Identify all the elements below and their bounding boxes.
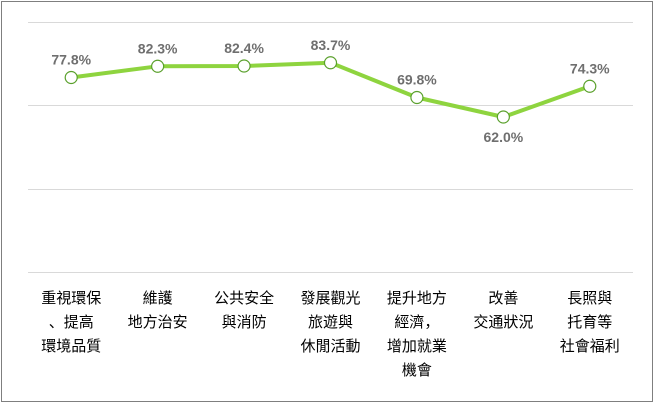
category-label-2-line-1: 與消防 [222,313,267,331]
category-label-2-line-0: 公共安全 [214,289,274,307]
category-label-4-line-3: 機會 [402,361,432,379]
data-point-4 [410,90,424,105]
data-label-6: 74.3% [570,60,610,76]
data-point-0 [64,70,78,85]
data-point-2 [237,59,251,73]
data-point-3 [323,56,338,70]
data-label-1: 82.3% [138,40,178,56]
category-label-3-line-0: 發展觀光 [300,289,360,307]
category-label-4-line-1: 經濟， [394,313,439,331]
category-label-1-line-1: 地方治安 [128,313,188,331]
series-line [69,60,592,119]
category-label-0-line-0: 重視環保 [41,289,101,307]
data-label-0: 77.8% [51,52,91,68]
data-point-6 [583,79,597,93]
category-label-0-line-1: 、提高 [49,313,94,331]
data-label-5: 62.0% [484,129,524,145]
data-label-4: 69.8% [397,72,437,88]
category-label-6-line-1: 托育等 [567,313,612,331]
data-label-2: 82.4% [224,40,264,56]
category-label-0-line-2: 環境品質 [41,337,101,355]
category-label-3-line-2: 休閒活動 [300,337,360,355]
category-label-5-line-0: 改善 [488,289,518,307]
data-point-1 [151,59,165,73]
category-label-1-line-0: 維護 [143,289,173,307]
data-point-5 [496,110,510,124]
category-label-6-line-0: 長照與 [567,289,612,307]
category-label-4-line-0: 提升地方 [387,289,447,307]
data-label-3: 83.7% [311,37,351,53]
category-label-3-line-1: 旅遊與 [308,313,353,331]
category-label-5-line-1: 交通狀況 [473,313,533,331]
category-label-4-line-2: 增加就業 [387,337,447,355]
category-label-6-line-2: 社會福利 [560,337,620,355]
